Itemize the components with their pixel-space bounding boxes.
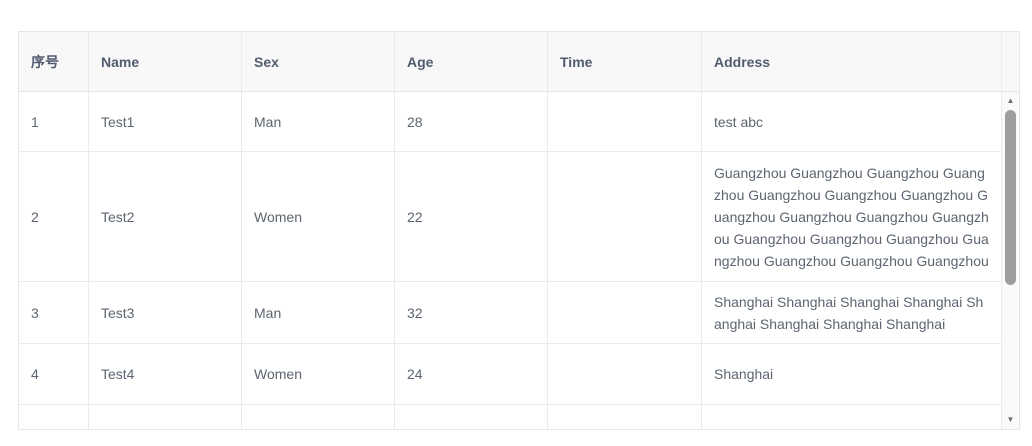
cell-time: [548, 92, 702, 151]
cell-sex: Man: [242, 92, 395, 151]
cell-name: Test1: [89, 92, 242, 151]
scroll-up-icon[interactable]: ▲: [1006, 96, 1015, 105]
cell-address: Shanghai Shanghai Shanghai Shanghai Shan…: [702, 282, 1002, 343]
cell-sex: Man: [242, 282, 395, 343]
cell-index: 2: [19, 152, 89, 281]
cell-name: [89, 405, 242, 429]
table-rows: 1 Test1 Man 28 test abc 2 Test2 Women 22…: [19, 92, 1002, 429]
cell-time: [548, 282, 702, 343]
cell-sex: [242, 405, 395, 429]
cell-sex: Women: [242, 344, 395, 404]
table-row: 3 Test3 Man 32 Shanghai Shanghai Shangha…: [19, 282, 1002, 344]
cell-address: [702, 405, 1002, 429]
cell-name: Test2: [89, 152, 242, 281]
cell-age: 32: [395, 282, 548, 343]
scroll-down-icon[interactable]: ▼: [1006, 415, 1015, 424]
cell-time: [548, 405, 702, 429]
table-row: 4 Test4 Women 24 Shanghai: [19, 344, 1002, 405]
cell-index: 3: [19, 282, 89, 343]
table-row: 2 Test2 Women 22 Guangzhou Guangzhou Gua…: [19, 152, 1002, 282]
table-header-row: 序号 Name Sex Age Time Address: [19, 32, 1019, 92]
cell-age: 28: [395, 92, 548, 151]
header-scrollbar-spacer: [1002, 32, 1019, 91]
cell-name: Test4: [89, 344, 242, 404]
table-body: 1 Test1 Man 28 test abc 2 Test2 Women 22…: [19, 92, 1019, 429]
cell-address: test abc: [702, 92, 1002, 151]
cell-name: Test3: [89, 282, 242, 343]
header-cell-index: 序号: [19, 32, 89, 91]
cell-index: 4: [19, 344, 89, 404]
header-cell-sex: Sex: [242, 32, 395, 91]
table-row: [19, 405, 1002, 429]
header-cell-address: Address: [702, 32, 1002, 91]
data-table: 序号 Name Sex Age Time Address 1 Test1 Man…: [18, 31, 1020, 430]
cell-address: Shanghai: [702, 344, 1002, 404]
header-cell-name: Name: [89, 32, 242, 91]
cell-age: 24: [395, 344, 548, 404]
cell-index: [19, 405, 89, 429]
scrollbar-thumb[interactable]: [1005, 110, 1016, 285]
cell-address: Guangzhou Guangzhou Guangzhou Guangzhou …: [702, 152, 1002, 281]
vertical-scrollbar[interactable]: ▲ ▼: [1002, 92, 1019, 429]
cell-time: [548, 152, 702, 281]
cell-index: 1: [19, 92, 89, 151]
cell-time: [548, 344, 702, 404]
cell-age: [395, 405, 548, 429]
cell-age: 22: [395, 152, 548, 281]
header-cell-time: Time: [548, 32, 702, 91]
table-row: 1 Test1 Man 28 test abc: [19, 92, 1002, 152]
header-cell-age: Age: [395, 32, 548, 91]
cell-sex: Women: [242, 152, 395, 281]
